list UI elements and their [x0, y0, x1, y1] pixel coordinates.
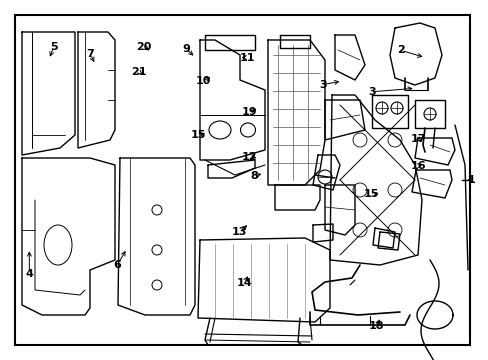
Text: 4: 4	[25, 269, 33, 279]
Text: 1: 1	[467, 175, 475, 185]
Text: 13: 13	[231, 227, 247, 237]
Text: 15: 15	[190, 130, 205, 140]
Text: 17: 17	[409, 134, 425, 144]
Text: 3: 3	[367, 87, 375, 97]
Text: 11: 11	[239, 53, 254, 63]
Text: 12: 12	[241, 152, 257, 162]
Text: 18: 18	[368, 321, 384, 331]
Text: 14: 14	[236, 278, 252, 288]
Text: 5: 5	[50, 42, 58, 52]
Text: 2: 2	[396, 45, 404, 55]
Text: 8: 8	[250, 171, 258, 181]
Text: 21: 21	[131, 67, 147, 77]
Text: 6: 6	[113, 260, 121, 270]
Text: 9: 9	[182, 44, 189, 54]
Text: 3: 3	[318, 80, 326, 90]
Text: 19: 19	[241, 107, 257, 117]
Text: 10: 10	[195, 76, 210, 86]
Text: 15: 15	[363, 189, 379, 199]
Text: 7: 7	[86, 49, 94, 59]
Text: 20: 20	[136, 42, 152, 52]
Text: 16: 16	[409, 161, 425, 171]
